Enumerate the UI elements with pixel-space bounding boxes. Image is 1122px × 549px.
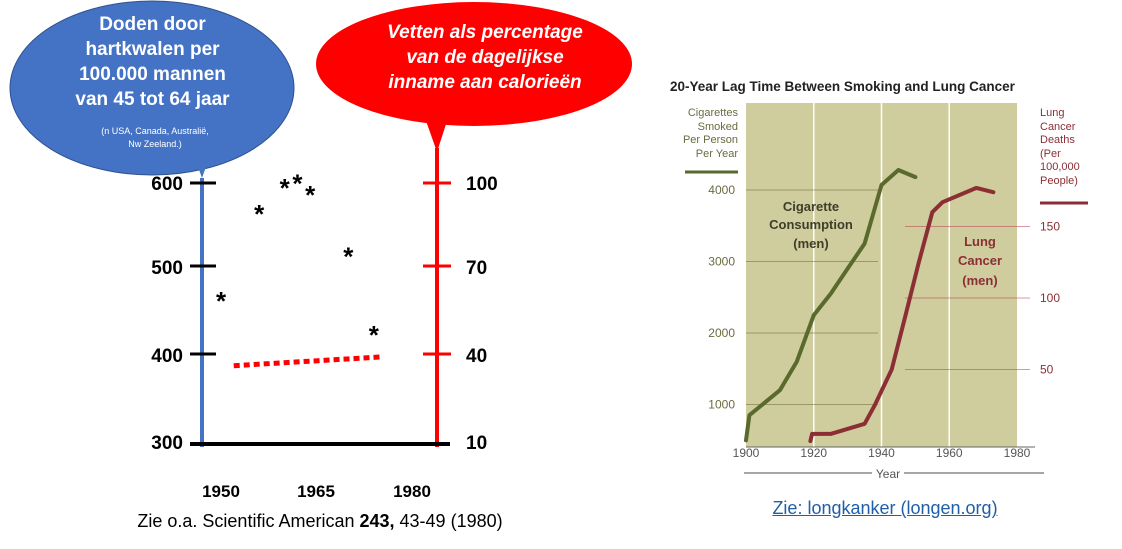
right-ylabel-line: People) [1040, 174, 1078, 187]
left-ylabel-line: Cigarettes [687, 107, 738, 119]
left-bubble-line: hartkwalen per [85, 39, 220, 60]
x-tick-label: 1960 [936, 446, 963, 460]
left-tick-label: 4000 [708, 183, 735, 197]
left-tick-label: 300 [151, 433, 183, 454]
right-bubble-title: Vetten als percentage van de dagelijkse … [340, 20, 630, 95]
cig-label-line: (men) [793, 236, 828, 251]
cigarette-consumption-line [744, 168, 918, 443]
left-bubble [9, 0, 295, 176]
left-bubble-tail [192, 150, 212, 178]
right-series-lines [744, 168, 996, 443]
x-tick-label: 1900 [733, 446, 760, 460]
left-tick-label: 1000 [708, 398, 735, 412]
fat-percentage-line [233, 354, 381, 369]
longkanker-link[interactable]: Zie: longkanker (longen.org) [772, 498, 998, 518]
left-chart-caption: Zie o.a. Scientific American 243, 43-49 … [100, 511, 540, 532]
right-bubble-line: Vetten als percentage [387, 22, 583, 43]
heart-death-point: * [292, 169, 303, 199]
left-tick-label: 600 [151, 174, 183, 195]
left-tick-label: 400 [151, 346, 183, 367]
right-bubble-tail [425, 118, 448, 152]
lung-cancer-line [808, 185, 996, 443]
heart-death-point: * [216, 286, 227, 316]
x-tick-label: 1920 [800, 446, 827, 460]
cig-label-line: Cigarette [783, 199, 839, 214]
heart-death-point: * [343, 242, 354, 272]
left-tick-label: 500 [151, 258, 183, 279]
left-bubble-line: Doden door [99, 14, 206, 35]
right-tick-label: 10 [466, 433, 487, 454]
right-ylabel: Lung Cancer Deaths (Per 100,000 People) [1040, 107, 1120, 188]
right-ylabel-line: Lung [1040, 107, 1065, 119]
left-data-marks: *** * *** [216, 169, 381, 369]
lung-label-line: Lung [964, 234, 996, 249]
x-tick-label: 1940 [868, 446, 895, 460]
right-chart-title: 20-Year Lag Time Between Smoking and Lun… [670, 79, 1015, 94]
left-bubble-note-line: Nw Zeeland.) [128, 139, 182, 149]
right-ylabel-line: Deaths [1040, 134, 1075, 146]
lung-label-line: (men) [962, 273, 997, 288]
left-ylabel: Cigarettes Smoked Per Person Per Year [640, 107, 738, 161]
right-ylabel-line: Cancer [1040, 120, 1076, 133]
right-tick-label: 100 [1040, 291, 1060, 305]
right-tick-label: 70 [466, 258, 487, 279]
heart-death-point: * [305, 180, 316, 210]
caption-prefix: Zie o.a. Scientific American [137, 511, 360, 531]
right-ylabel-line: (Per [1040, 147, 1061, 160]
left-ylabel-line: Per Person [682, 134, 738, 146]
right-axis-ticks: 1900 1920 1940 1960 1980 1000 2000 3000 4000 50 10… [708, 183, 1060, 460]
right-ylabel-line: 100,000 [1040, 161, 1080, 173]
x-tick-label: 1980 [393, 482, 431, 501]
right-bubble-line: inname aan calorieën [388, 72, 582, 93]
right-bubble-line: van de dagelijkse [406, 47, 564, 68]
x-tick-label: 1980 [1004, 446, 1031, 460]
cig-label-line: Consumption [769, 217, 853, 232]
right-tick-label: 50 [1040, 363, 1054, 377]
x-tick-label: 1965 [297, 482, 335, 501]
left-bubble-title: Doden door hartkwalen per 100.000 mannen… [40, 12, 265, 112]
caption-suffix: 43-49 (1980) [394, 511, 503, 531]
heart-death-point: * [369, 320, 380, 350]
x-tick-label: 1950 [202, 482, 240, 501]
caption-bold: 243, [359, 511, 395, 531]
left-tick-label: 3000 [708, 255, 735, 269]
heart-death-point: * [254, 199, 265, 229]
right-tick-label: 150 [1040, 220, 1060, 234]
right-tick-label: 40 [466, 346, 487, 367]
left-bubble-line: van 45 tot 64 jaar [75, 89, 230, 110]
lung-label-line: Cancer [958, 253, 1002, 268]
left-ylabel-line: Smoked [697, 120, 738, 133]
left-bubble-note: (n USA, Canada, Australië, Nw Zeeland.) [60, 125, 250, 151]
left-ylabel-line: Per Year [695, 147, 738, 160]
left-bubble-line: 100.000 mannen [79, 64, 226, 85]
right-bubble [316, 2, 632, 126]
left-bubble-note-line: (n USA, Canada, Australië, [101, 126, 209, 136]
left-tick-label: 2000 [708, 326, 735, 340]
heart-death-point: * [280, 173, 291, 203]
right-tick-label: 100 [466, 174, 498, 195]
x-axis-title: Year [876, 467, 900, 481]
